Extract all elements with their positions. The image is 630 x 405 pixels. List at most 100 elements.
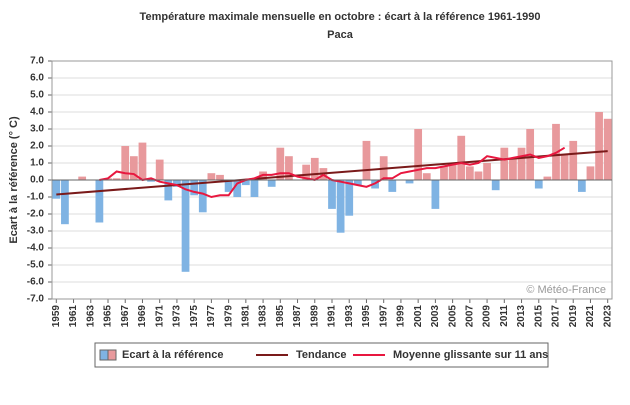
bar [465, 166, 474, 180]
bar [483, 163, 491, 180]
bar [276, 147, 285, 180]
x-tick-label: 1999 [396, 305, 407, 328]
x-tick-label: 1987 [292, 305, 303, 328]
bar [138, 142, 147, 180]
y-tick-label: 1.0 [30, 158, 44, 169]
bar [595, 112, 603, 180]
bar [267, 180, 276, 187]
x-tick-label: 2009 [482, 305, 493, 328]
x-tick-label: 1973 [172, 305, 183, 328]
bar [78, 176, 87, 180]
x-tick-label: 1995 [361, 305, 372, 328]
bar [586, 166, 595, 180]
bar [353, 180, 362, 186]
bar [569, 140, 578, 180]
bar [534, 180, 543, 189]
bar [405, 180, 414, 184]
y-tick-label: 7.0 [30, 56, 44, 67]
bar [190, 180, 199, 196]
bar [61, 180, 69, 225]
x-tick-label: 2015 [533, 305, 544, 328]
bar [155, 159, 164, 180]
bar [560, 154, 569, 180]
x-tick-label: 1971 [154, 305, 165, 328]
y-tick-label: -5.0 [27, 260, 45, 271]
chart-title: Température maximale mensuelle en octobr… [140, 11, 541, 23]
x-tick-label: 1985 [275, 305, 286, 328]
y-tick-label: -2.0 [27, 209, 45, 220]
legend-swatch [107, 349, 117, 361]
bar [328, 180, 336, 209]
bar [422, 173, 431, 180]
x-tick-label: 2013 [516, 305, 527, 328]
bar [310, 157, 319, 180]
x-tick-label: 2005 [447, 305, 458, 328]
bar [362, 140, 371, 180]
y-tick-label: 5.0 [30, 90, 44, 101]
bar [121, 146, 130, 180]
x-tick-label: 2021 [585, 305, 596, 328]
bar [388, 180, 397, 192]
x-tick-label: 1965 [103, 305, 114, 328]
bar [95, 180, 104, 223]
bar [285, 156, 293, 180]
x-tick-label: 1981 [240, 305, 251, 328]
x-tick-label: 2023 [602, 305, 613, 328]
x-tick-label: 1963 [85, 305, 96, 328]
y-tick-label: 0.0 [30, 175, 44, 186]
y-tick-label: -4.0 [27, 243, 45, 254]
bar [241, 180, 250, 186]
bar [112, 178, 121, 180]
bar [302, 164, 311, 180]
bar [336, 180, 345, 233]
x-tick-label: 1983 [258, 305, 269, 328]
bar [440, 166, 448, 180]
bar [181, 180, 190, 272]
x-tick-label: 1967 [120, 305, 131, 328]
bar [198, 180, 207, 213]
x-tick-label: 1961 [68, 305, 79, 328]
bar [491, 180, 500, 191]
bar [517, 147, 526, 180]
legend-label: Tendance [296, 349, 347, 361]
bar [448, 163, 457, 180]
bar [233, 180, 242, 197]
y-tick-label: 2.0 [30, 141, 44, 152]
x-tick-label: 2003 [430, 305, 441, 328]
y-tick-label: 6.0 [30, 73, 44, 84]
bar [509, 157, 517, 180]
bar [173, 180, 181, 187]
bar [543, 176, 552, 180]
x-tick-label: 1979 [223, 305, 234, 328]
y-tick-label: -3.0 [27, 226, 45, 237]
bar [207, 173, 216, 180]
legend-box [94, 342, 549, 368]
legend-label: Ecart à la référence [122, 349, 224, 361]
bar [457, 135, 466, 180]
bar [500, 147, 509, 180]
x-tick-label: 1989 [309, 305, 320, 328]
bar [129, 156, 138, 180]
x-tick-label: 1993 [344, 305, 355, 328]
bar [414, 129, 423, 180]
y-tick-label: -1.0 [27, 192, 45, 203]
bar [474, 171, 483, 180]
x-tick-label: 1959 [51, 305, 62, 328]
x-tick-label: 2011 [499, 305, 510, 327]
y-tick-label: 3.0 [30, 124, 44, 135]
x-tick-label: 2019 [568, 305, 579, 328]
y-tick-label: -6.0 [27, 277, 45, 288]
bar [147, 180, 155, 182]
bar [224, 180, 233, 192]
x-tick-label: 1977 [206, 305, 217, 328]
y-tick-label: -7.0 [27, 294, 45, 305]
x-tick-label: 1991 [327, 305, 338, 328]
x-tick-label: 2001 [413, 305, 424, 328]
x-tick-label: 1975 [189, 305, 200, 328]
x-tick-label: 1969 [137, 305, 148, 328]
bar [216, 174, 224, 180]
y-tick-label: 4.0 [30, 107, 44, 118]
x-tick-label: 1997 [378, 305, 389, 328]
